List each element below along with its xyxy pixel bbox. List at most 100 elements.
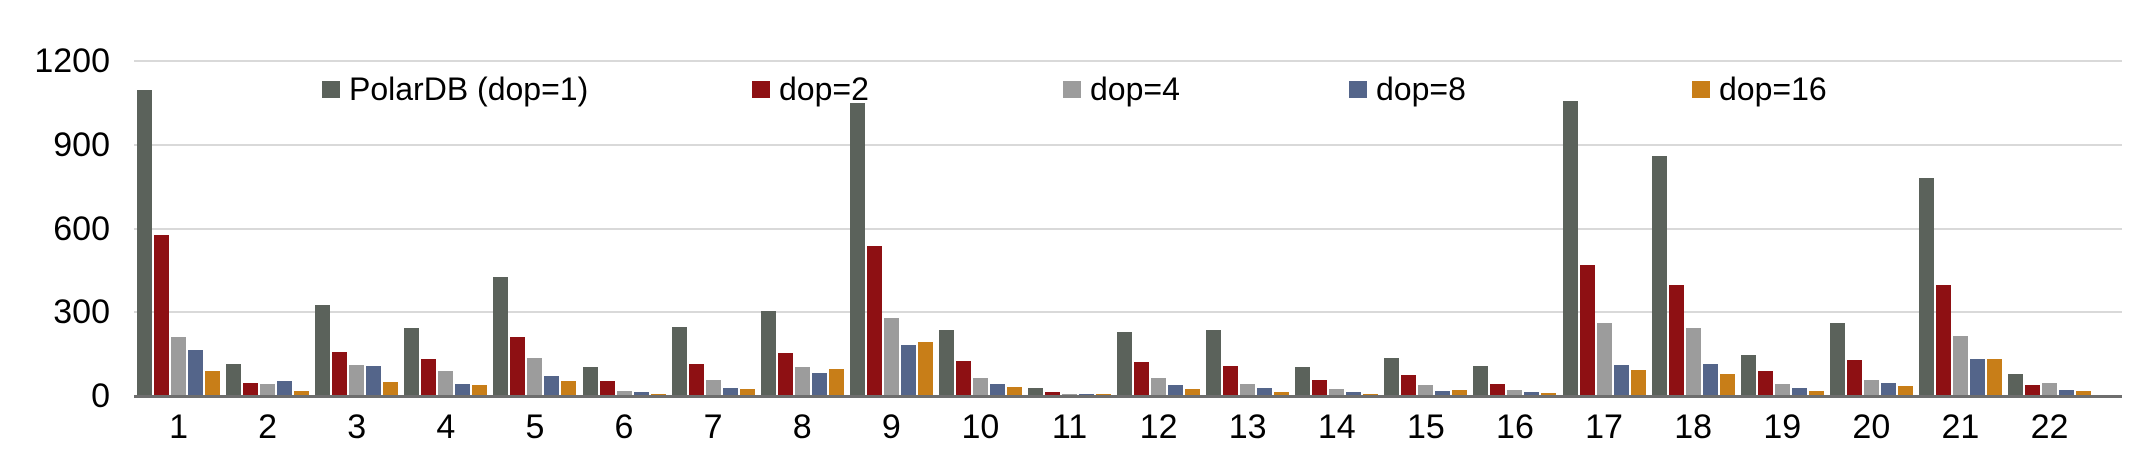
- bar-q21-dop-4: [1952, 336, 1968, 396]
- gridline-300: [134, 311, 2122, 314]
- x-tick-label-20: 20: [1852, 408, 1891, 446]
- bar-group-4: [401, 61, 490, 396]
- bar-q4-dop-4: [438, 371, 454, 396]
- bar-group-5: [490, 61, 579, 396]
- bar-q14-dop-2: [1312, 380, 1328, 396]
- bar-q3-dop-8: [366, 366, 382, 396]
- bar-q6-dop-2: [599, 381, 615, 396]
- bar-q17-polardb-dop-1-: [1562, 101, 1578, 396]
- bar-q19-dop-2: [1757, 371, 1773, 396]
- bar-q7-dop-4: [705, 380, 721, 396]
- bar-q2-polardb-dop-1-: [226, 364, 242, 396]
- x-tick-label-3: 3: [347, 408, 367, 446]
- bar-q4-dop-2: [421, 359, 437, 396]
- legend-swatch-icon: [1349, 80, 1367, 98]
- gridline-600: [134, 227, 2122, 230]
- bar-q3-dop-16: [383, 382, 399, 396]
- legend-swatch-icon: [752, 80, 770, 98]
- bar-group-22: [2005, 61, 2094, 396]
- bar-q18-dop-2: [1668, 285, 1684, 396]
- bar-q19-dop-8: [1791, 388, 1807, 396]
- x-tick-label-6: 6: [614, 408, 634, 446]
- bar-q13-polardb-dop-1-: [1206, 330, 1222, 396]
- bar-q21-dop-8: [1969, 359, 1985, 396]
- bar-group-7: [669, 61, 758, 396]
- legend-label: dop=2: [779, 71, 869, 107]
- bar-group-17: [1560, 61, 1649, 396]
- bar-q16-dop-4: [1507, 390, 1523, 396]
- bar-q12-dop-4: [1151, 378, 1167, 396]
- legend-label: dop=4: [1090, 71, 1180, 107]
- bar-q17-dop-16: [1630, 370, 1646, 396]
- bar-q13-dop-4: [1240, 384, 1256, 396]
- x-tick-label-14: 14: [1317, 408, 1356, 446]
- bar-q18-dop-8: [1702, 364, 1718, 396]
- bar-q9-dop-16: [917, 342, 933, 396]
- bar-q22-dop-4: [2042, 383, 2058, 396]
- bar-q1-polardb-dop-1-: [137, 90, 153, 396]
- bar-q12-dop-8: [1168, 385, 1184, 396]
- bar-q11-dop-2: [1044, 392, 1060, 396]
- bar-q3-dop-2: [332, 352, 348, 396]
- bar-q10-dop-4: [972, 378, 988, 396]
- x-tick-label-4: 4: [436, 408, 456, 446]
- bar-group-21: [1916, 61, 2005, 396]
- bar-q18-polardb-dop-1-: [1651, 156, 1667, 396]
- x-tick-label-8: 8: [792, 408, 812, 446]
- bar-q4-dop-16: [472, 385, 488, 396]
- bar-q6-dop-4: [616, 391, 632, 396]
- bar-q2-dop-8: [277, 381, 293, 396]
- bar-q17-dop-8: [1613, 365, 1629, 396]
- bar-q10-dop-8: [989, 384, 1005, 396]
- bar-q1-dop-16: [205, 371, 221, 396]
- bar-q6-polardb-dop-1-: [582, 367, 598, 396]
- bar-group-8: [758, 61, 847, 396]
- bar-q2-dop-4: [260, 384, 276, 396]
- bar-q9-polardb-dop-1-: [849, 103, 865, 396]
- bar-group-11: [1025, 61, 1114, 396]
- bar-q8-dop-8: [811, 373, 827, 396]
- y-tick-label-600: 600: [53, 209, 110, 248]
- bar-q6-dop-8: [633, 392, 649, 396]
- x-tick-label-1: 1: [169, 408, 188, 446]
- legend-swatch-icon: [322, 80, 340, 98]
- bar-q7-dop-16: [739, 389, 755, 396]
- bar-group-16: [1470, 61, 1559, 396]
- bar-q22-dop-2: [2025, 385, 2041, 396]
- bar-group-15: [1381, 61, 1470, 396]
- bar-group-1: [134, 61, 223, 396]
- bar-group-13: [1203, 61, 1292, 396]
- x-axis-baseline: [134, 395, 2122, 398]
- legend-item-dop-4: dop=4: [1063, 72, 1180, 106]
- bar-q18-dop-16: [1719, 374, 1735, 396]
- bar-q4-dop-8: [455, 384, 471, 396]
- bar-q13-dop-16: [1274, 392, 1290, 396]
- y-tick-label-300: 300: [53, 293, 110, 332]
- gridline-1200: [134, 60, 2122, 62]
- bar-q17-dop-2: [1579, 265, 1595, 396]
- bar-q7-dop-2: [688, 364, 704, 396]
- bar-group-19: [1738, 61, 1827, 396]
- bar-q5-dop-2: [510, 337, 526, 396]
- bar-q7-dop-8: [722, 388, 738, 396]
- bar-q8-dop-2: [777, 353, 793, 396]
- bar-q9-dop-2: [866, 246, 882, 396]
- bar-q20-polardb-dop-1-: [1829, 323, 1845, 396]
- bar-group-20: [1827, 61, 1916, 396]
- bar-q14-dop-8: [1346, 392, 1362, 396]
- bar-group-9: [847, 61, 936, 396]
- bar-q15-polardb-dop-1-: [1384, 358, 1400, 396]
- x-tick-label-21: 21: [1941, 408, 1980, 446]
- bar-q10-polardb-dop-1-: [938, 330, 954, 396]
- legend-item-dop-8: dop=8: [1349, 72, 1466, 106]
- legend-swatch-icon: [1692, 80, 1710, 98]
- bar-q5-dop-4: [527, 358, 543, 396]
- bar-q10-dop-16: [1006, 387, 1022, 396]
- bar-group-6: [579, 61, 668, 396]
- bar-group-14: [1292, 61, 1381, 396]
- bar-q16-dop-8: [1524, 392, 1540, 396]
- x-tick-label-22: 22: [2030, 408, 2069, 446]
- bar-q14-dop-4: [1329, 389, 1345, 396]
- x-tick-label-5: 5: [525, 408, 545, 446]
